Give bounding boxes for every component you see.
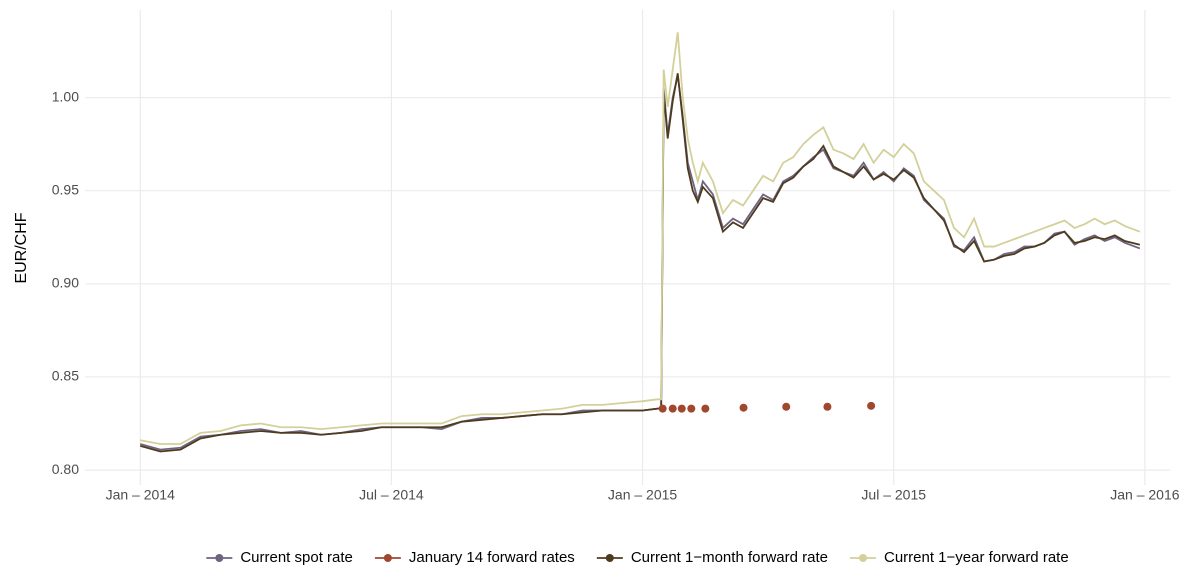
y-tick-label: 0.95 (52, 181, 79, 197)
series-line (140, 32, 1141, 445)
legend-key-dot (605, 554, 614, 562)
point (677, 404, 686, 413)
point (739, 403, 748, 412)
legend-label: Current 1−year forward rate (884, 549, 1069, 566)
point (867, 401, 876, 410)
point (701, 404, 710, 413)
series-line (140, 75, 1141, 451)
series-line (140, 73, 1141, 453)
legend-label: Current 1−month forward rate (631, 549, 828, 566)
point (658, 404, 667, 413)
legend-key-dot (859, 554, 867, 562)
x-tick-label: Jan – 2015 (608, 487, 677, 503)
point (782, 402, 791, 411)
y-tick-label: 0.90 (52, 275, 79, 291)
legend: Current spot rate January 14 forward rate… (206, 549, 1069, 566)
x-tick-label: Jan – 2016 (1110, 487, 1179, 503)
x-tick-label: Jan – 2014 (106, 487, 175, 503)
y-tick-label: 0.85 (52, 368, 79, 384)
x-tick-label: Jul – 2014 (359, 487, 424, 503)
legend-label: January 14 forward rates (409, 549, 575, 566)
point (687, 404, 696, 413)
legend-label: Current spot rate (240, 549, 353, 566)
x-tick-label: Jul – 2015 (861, 487, 926, 503)
legend-key-dot (215, 554, 224, 562)
point (668, 404, 677, 413)
y-tick-label: 0.80 (52, 461, 79, 477)
point (823, 402, 832, 411)
legend-key-dot (383, 554, 392, 562)
y-axis-title: EUR/CHF (13, 212, 30, 283)
y-tick-label: 1.00 (52, 88, 79, 104)
